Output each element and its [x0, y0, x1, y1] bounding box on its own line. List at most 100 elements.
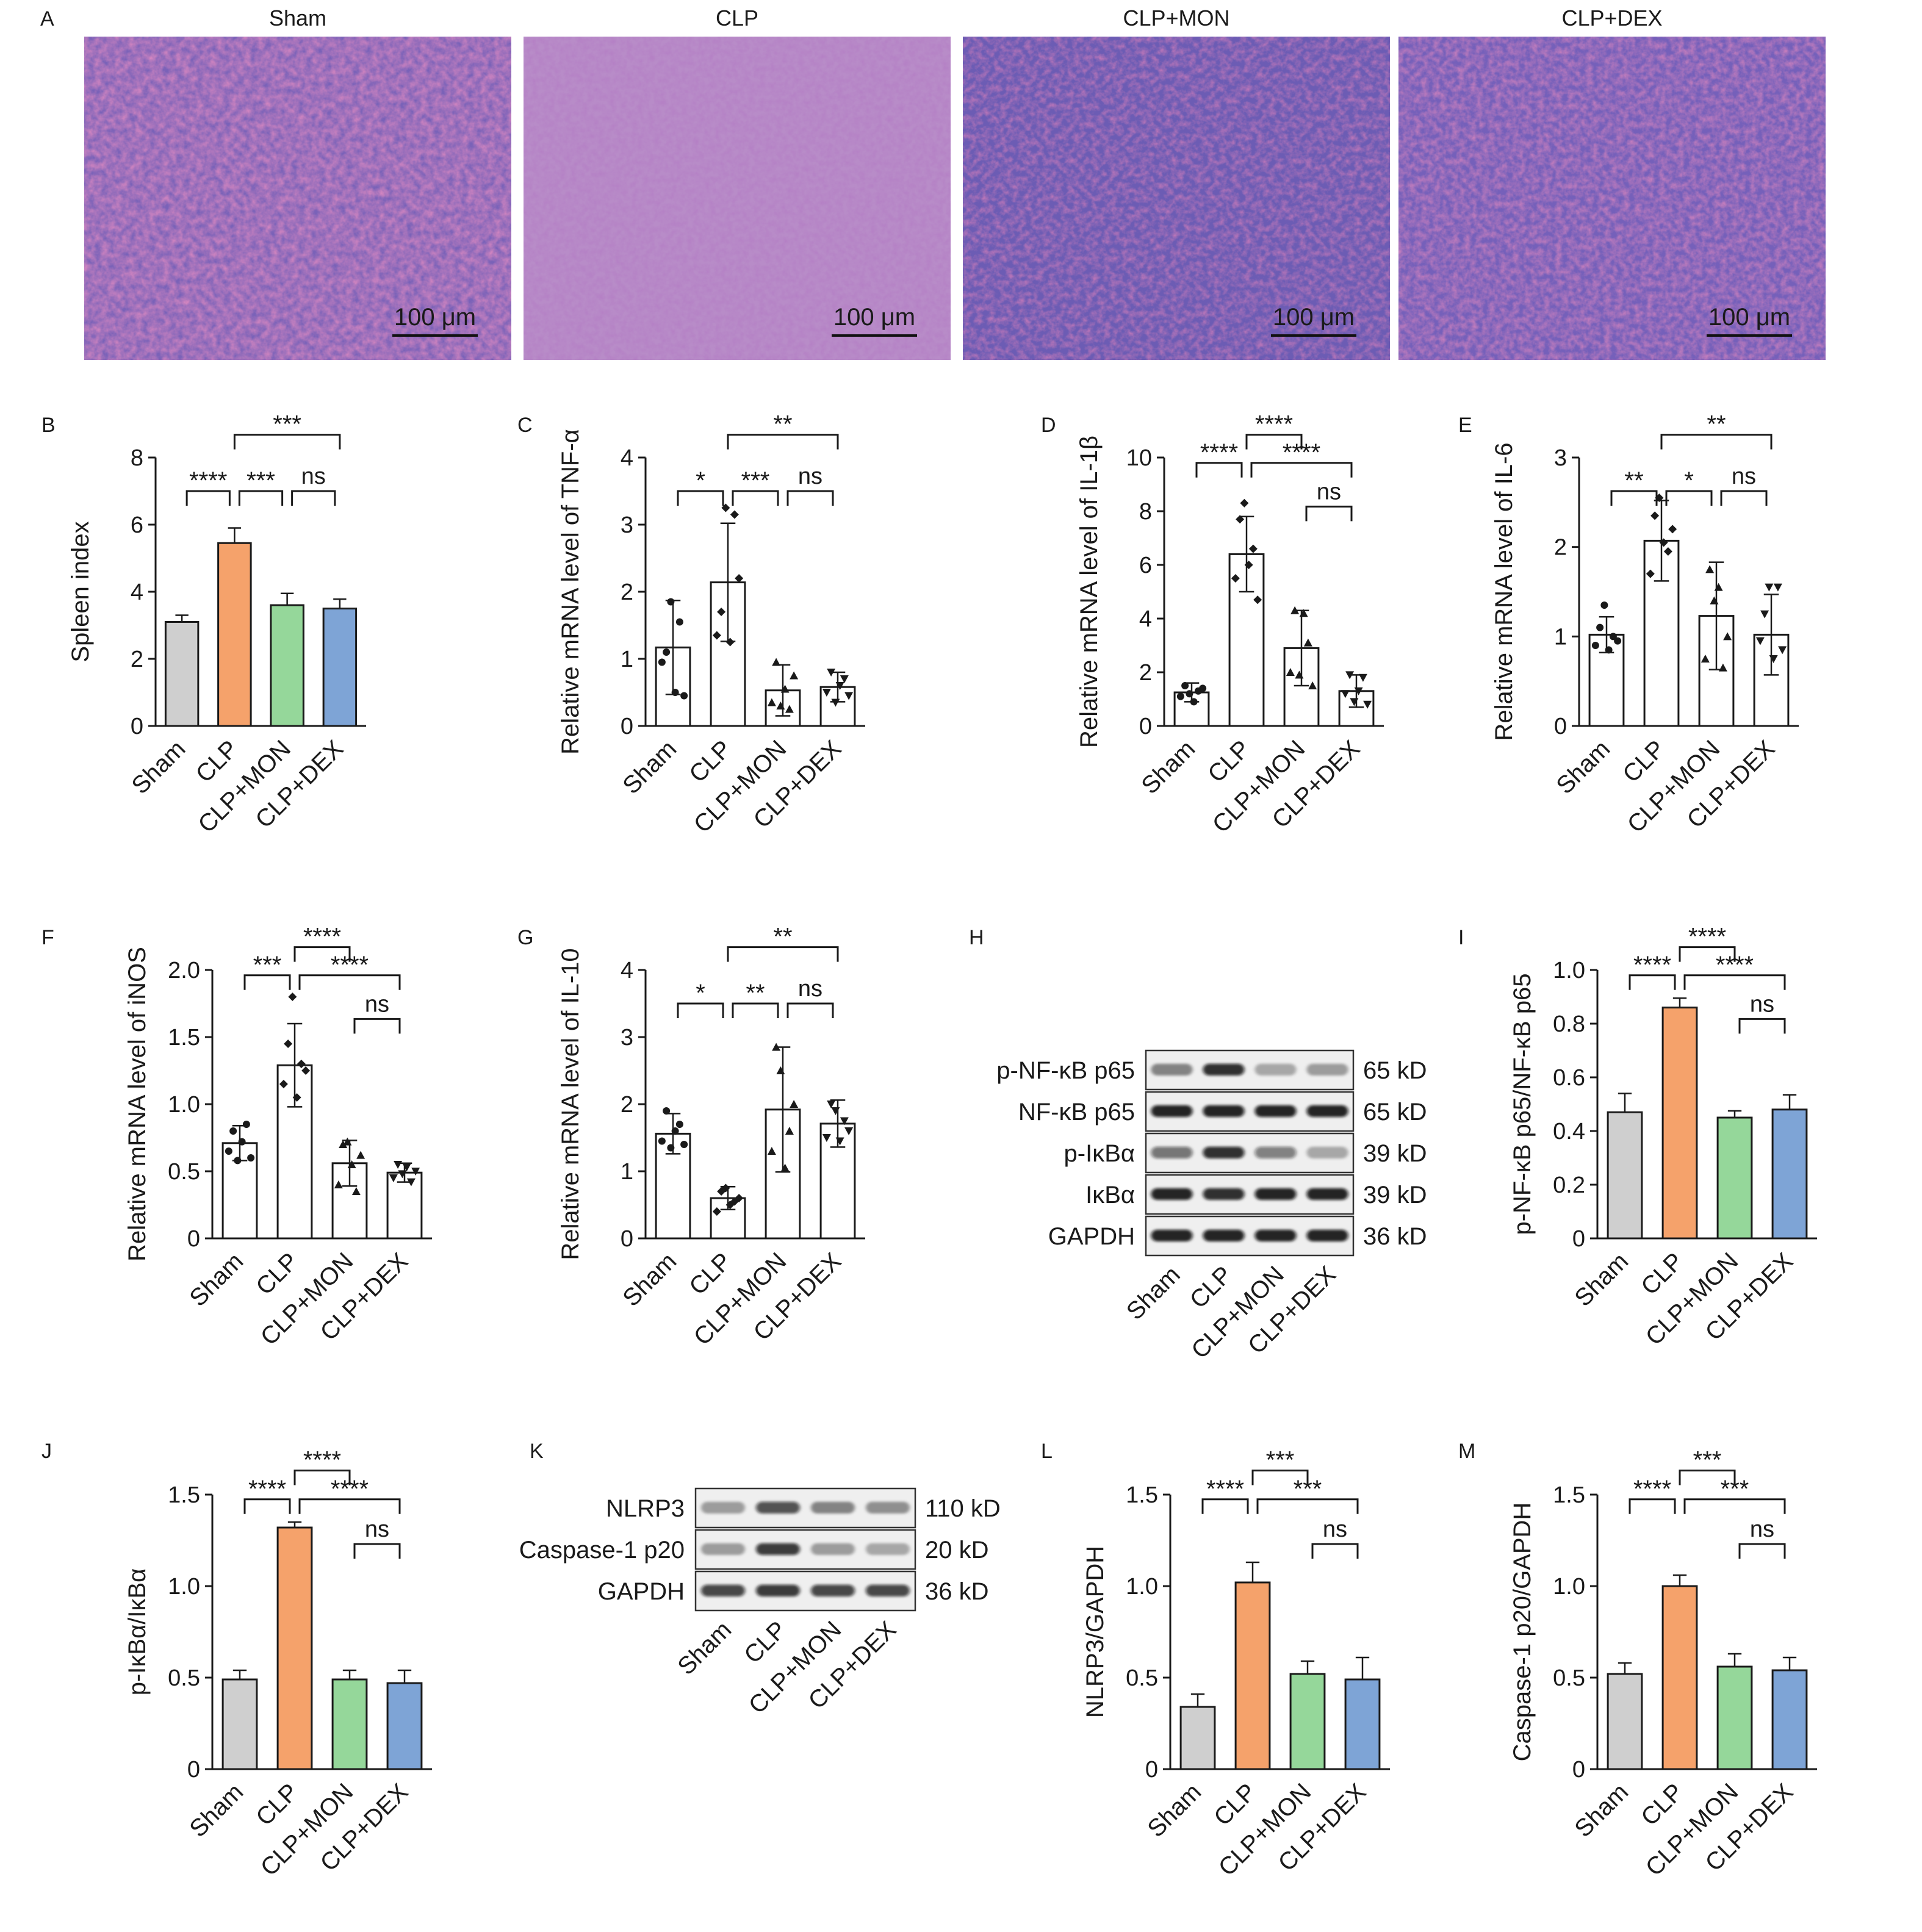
- data-point-sham: [1614, 637, 1622, 645]
- y-tick-label: 1.5: [168, 1482, 200, 1508]
- bar-clp: [1661, 1585, 1698, 1770]
- blot-band-sham: [701, 1584, 745, 1596]
- significance-label: ****: [248, 1476, 286, 1503]
- significance-label: ns: [1323, 1517, 1347, 1542]
- data-point-clp-dex: [406, 1178, 416, 1187]
- data-point-sham: [1186, 690, 1193, 698]
- data-point-clp: [725, 637, 735, 647]
- data-point-clp-dex: [1345, 671, 1355, 680]
- data-point-sham: [667, 1144, 675, 1152]
- significance-label: ns: [1750, 991, 1774, 1017]
- data-point-sham: [1591, 642, 1599, 649]
- data-point-clp-dex: [389, 1174, 398, 1182]
- protein-label: p-NF-κB p65: [996, 1057, 1135, 1084]
- data-point-clp: [288, 993, 297, 1001]
- data-point-clp: [284, 1040, 293, 1048]
- bar-clp-dex: [322, 608, 358, 727]
- significance-label: *: [696, 467, 705, 494]
- significance-label: ****: [1255, 411, 1293, 438]
- significance-label: ***: [253, 952, 282, 979]
- data-point-sham: [680, 1141, 688, 1148]
- data-point-clp-dex: [831, 1107, 840, 1115]
- y-tick-label: 0.2: [1553, 1172, 1585, 1198]
- y-axis-label: Relative mRNA level of TNF-α: [557, 429, 584, 755]
- significance-label: ****: [1200, 439, 1238, 466]
- data-point-sham: [1600, 602, 1608, 609]
- data-point-clp-dex: [1778, 646, 1787, 655]
- y-tick-label: 8: [1139, 499, 1152, 525]
- x-tick-label-sham: Sham: [617, 735, 682, 799]
- data-point-clp: [1668, 525, 1677, 534]
- significance-bracket: [1201, 1498, 1249, 1514]
- y-tick-label: 6: [131, 512, 143, 538]
- data-point-sham: [1609, 633, 1617, 641]
- blot-band-clp: [1203, 1146, 1245, 1158]
- blot-band-clp-dex: [866, 1543, 910, 1555]
- y-tick-label: 0.5: [168, 1159, 200, 1185]
- data-point-clp-dex: [822, 1134, 831, 1142]
- significance-label: ns: [798, 464, 822, 489]
- significance-bracket: [1245, 434, 1303, 450]
- molecular-weight-label: 20 kD: [925, 1537, 989, 1564]
- data-point-clp-mon: [780, 1163, 790, 1172]
- blot-row-nf-b-p65: NF-κB p65 65 kD: [1018, 1091, 1427, 1132]
- significance-bracket: [1195, 462, 1243, 478]
- data-point-sham: [1605, 646, 1613, 654]
- y-tick-label: 0.6: [1553, 1065, 1585, 1091]
- histology-image-clp-mon: CLP+MON 100 μm: [963, 5, 1390, 360]
- data-point-clp-dex: [1760, 610, 1769, 619]
- data-point-clp: [1236, 515, 1245, 524]
- significance-label: ***: [273, 411, 301, 438]
- molecular-weight-label: 36 kD: [925, 1578, 989, 1605]
- data-point-clp-mon: [1303, 638, 1312, 647]
- y-tick-label: 2: [1554, 535, 1567, 561]
- y-tick-label: 1: [621, 1159, 633, 1185]
- y-tick-label: 4: [1139, 606, 1152, 632]
- data-point-clp: [1650, 511, 1660, 520]
- data-point-sham: [675, 618, 683, 626]
- data-point-clp-mon: [1723, 632, 1732, 641]
- blot-band-clp: [756, 1543, 800, 1555]
- x-tick-label-sham: Sham: [1551, 735, 1615, 799]
- significance-bracket: [1720, 490, 1768, 506]
- data-point-clp-dex: [840, 1117, 849, 1126]
- y-tick-label: 0.4: [1553, 1119, 1585, 1144]
- blot-row-p-nf-b-p65: p-NF-κB p65 65 kD: [996, 1049, 1427, 1091]
- bar-clp-mon: [1716, 1665, 1753, 1770]
- data-point-clp-mon: [790, 671, 799, 680]
- blot-band-clp-dex: [1306, 1188, 1348, 1200]
- y-tick-label: 0: [131, 714, 143, 739]
- data-point-clp: [1231, 574, 1240, 583]
- y-tick-label: 1.0: [168, 1092, 200, 1118]
- panel-letter-c: C: [517, 414, 533, 437]
- data-point-clp: [735, 1194, 744, 1202]
- significance-label: ns: [798, 976, 822, 1002]
- data-point-clp: [301, 1066, 311, 1075]
- data-point-clp-dex: [1769, 655, 1778, 663]
- significance-label: ns: [301, 464, 326, 489]
- y-axis-label: p-IκBα/IκBα: [124, 1568, 151, 1696]
- protein-label: p-IκBα: [1064, 1140, 1135, 1167]
- scale-bar-label: 100 μm: [1273, 304, 1355, 331]
- significance-bracket: [298, 974, 401, 990]
- bar-clp-mon: [1716, 1116, 1753, 1240]
- y-tick-label: 0: [1139, 714, 1152, 739]
- y-tick-label: 2: [131, 647, 143, 672]
- data-point-clp-mon: [772, 658, 781, 666]
- y-axis-label: Spleen index: [67, 521, 94, 662]
- y-axis-label: p-NF-κB p65/NF-κB p65: [1509, 973, 1536, 1235]
- data-point-clp-dex: [840, 675, 849, 683]
- significance-bracket: [1256, 1498, 1359, 1514]
- x-tick-label-sham: Sham: [1569, 1248, 1633, 1312]
- blot-band-clp-mon: [811, 1501, 855, 1514]
- y-tick-label: 0: [187, 1226, 200, 1252]
- blot-row-nlrp3: NLRP3 110 kD: [606, 1487, 1001, 1529]
- significance-label: ***: [1266, 1447, 1295, 1474]
- group-title-sham: Sham: [269, 5, 326, 31]
- panel-letter-l: L: [1041, 1440, 1053, 1463]
- blot-panel-k: K NLRP3 110 kD Caspase-1 p20 20 kD GAPDH 36 kD…: [519, 1440, 1001, 1719]
